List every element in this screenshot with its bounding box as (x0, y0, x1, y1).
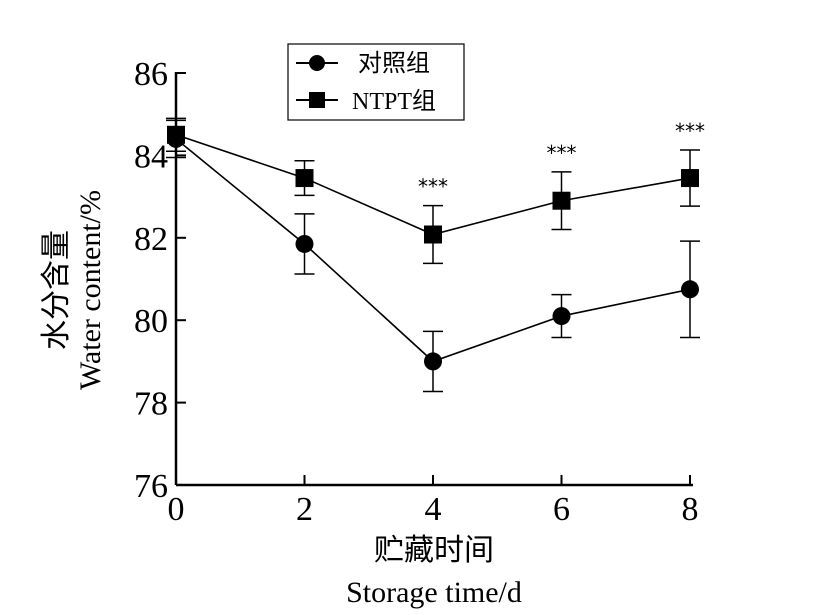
y-tick-label: 82 (134, 221, 168, 258)
legend-label-ntpt: NTPT组 (352, 88, 436, 115)
data-point (295, 234, 314, 253)
x-tick-label: 0 (168, 491, 185, 528)
x-axis-label-en: Storage time/d (346, 576, 522, 609)
y-tick-label: 84 (134, 138, 168, 175)
legend-label-control: 对照组 (358, 50, 430, 77)
data-point (681, 280, 699, 299)
data-point (552, 307, 571, 326)
legend-marker-control (309, 55, 325, 71)
data-point (552, 191, 571, 210)
legend: 对照组 NTPT组 (287, 43, 465, 121)
tick-group: 76 78 80 82 84 86 0 2 4 6 8 (134, 56, 699, 528)
data-point (167, 125, 185, 144)
y-tick-label: 76 (134, 468, 168, 505)
series-2 (166, 117, 700, 265)
x-tick-label: 6 (553, 491, 570, 528)
y-tick-label: 78 (134, 386, 168, 423)
x-tick-label: 8 (682, 491, 699, 528)
data-point (424, 352, 442, 371)
x-axis-label-cn: 贮藏时间 (374, 534, 494, 567)
legend-marker-ntpt (309, 92, 325, 108)
data-point (424, 225, 442, 244)
annotation-group: *** *** *** (418, 119, 705, 199)
y-axis-label-cn: 水分含量 (40, 230, 73, 350)
y-axis-label-en: Water content/% (74, 190, 107, 390)
y-tick-label: 86 (134, 56, 168, 93)
y-tick-label: 80 (134, 303, 168, 340)
x-tick-label: 2 (296, 491, 313, 528)
significance-marker: *** (418, 175, 448, 199)
significance-marker: *** (675, 119, 705, 143)
x-tick-label: 4 (425, 491, 442, 528)
series-group (166, 117, 700, 393)
data-point (295, 169, 314, 188)
data-point (681, 169, 699, 188)
significance-marker: *** (547, 141, 577, 165)
